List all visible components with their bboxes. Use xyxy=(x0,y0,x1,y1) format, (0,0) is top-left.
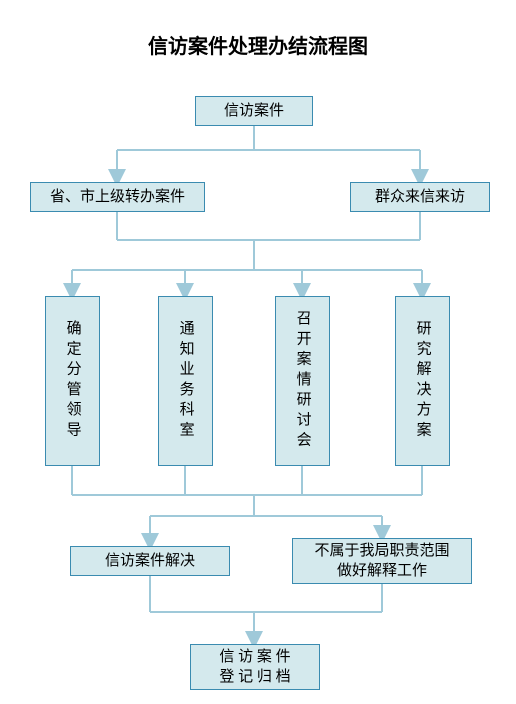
node-n_res_a: 信访案件解决 xyxy=(70,546,230,576)
node-n_src_a: 省、市上级转办案件 xyxy=(30,182,205,212)
node-n_title_case: 信访案件 xyxy=(195,96,313,126)
node-n_res_b: 不属于我局职责范围 做好解释工作 xyxy=(292,538,472,584)
flowchart: 信访案件处理办结流程图 xyxy=(0,0,516,704)
node-n_src_b: 群众来信来访 xyxy=(350,182,490,212)
node-n_v2: 通知业务科室 xyxy=(158,296,213,466)
node-n_v1: 确定分管领导 xyxy=(45,296,100,466)
node-n_v3: 召开案情研讨会 xyxy=(275,296,330,466)
node-n_v4: 研究解决方案 xyxy=(395,296,450,466)
node-n_archive: 信 访 案 件 登 记 归 档 xyxy=(190,644,320,690)
